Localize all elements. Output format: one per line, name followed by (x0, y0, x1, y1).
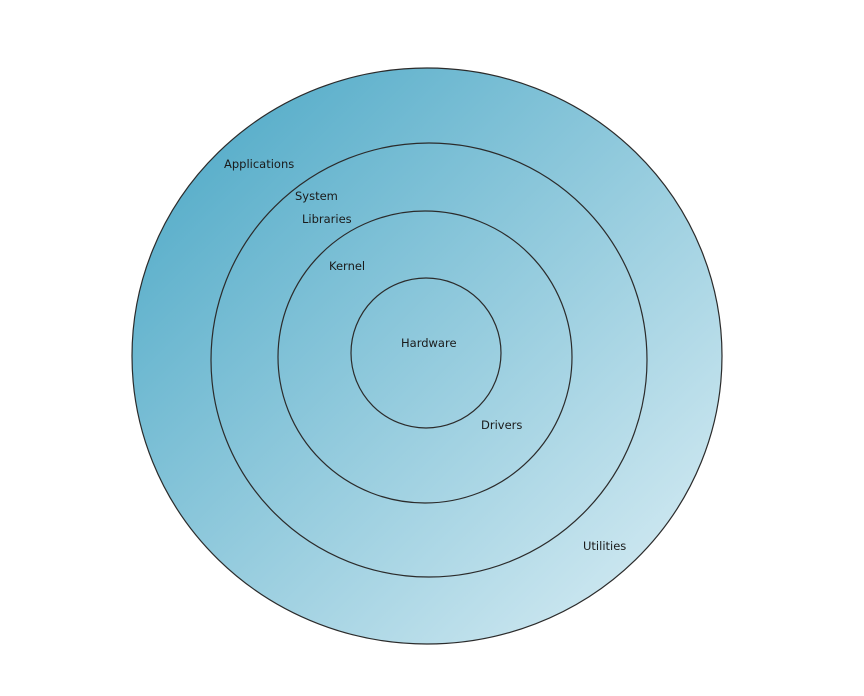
drivers-label: Drivers (481, 418, 522, 432)
kernel-label: Kernel (329, 259, 365, 273)
hardware-label: Hardware (401, 336, 457, 350)
applications-ring (131, 67, 723, 645)
libraries-label: Libraries (302, 212, 352, 226)
system-libraries-ring (210, 142, 648, 578)
kernel-ring (277, 210, 573, 504)
hardware-core (350, 277, 502, 429)
utilities-label: Utilities (583, 539, 626, 553)
applications-label: Applications (224, 157, 294, 171)
system-label: System (295, 189, 338, 203)
